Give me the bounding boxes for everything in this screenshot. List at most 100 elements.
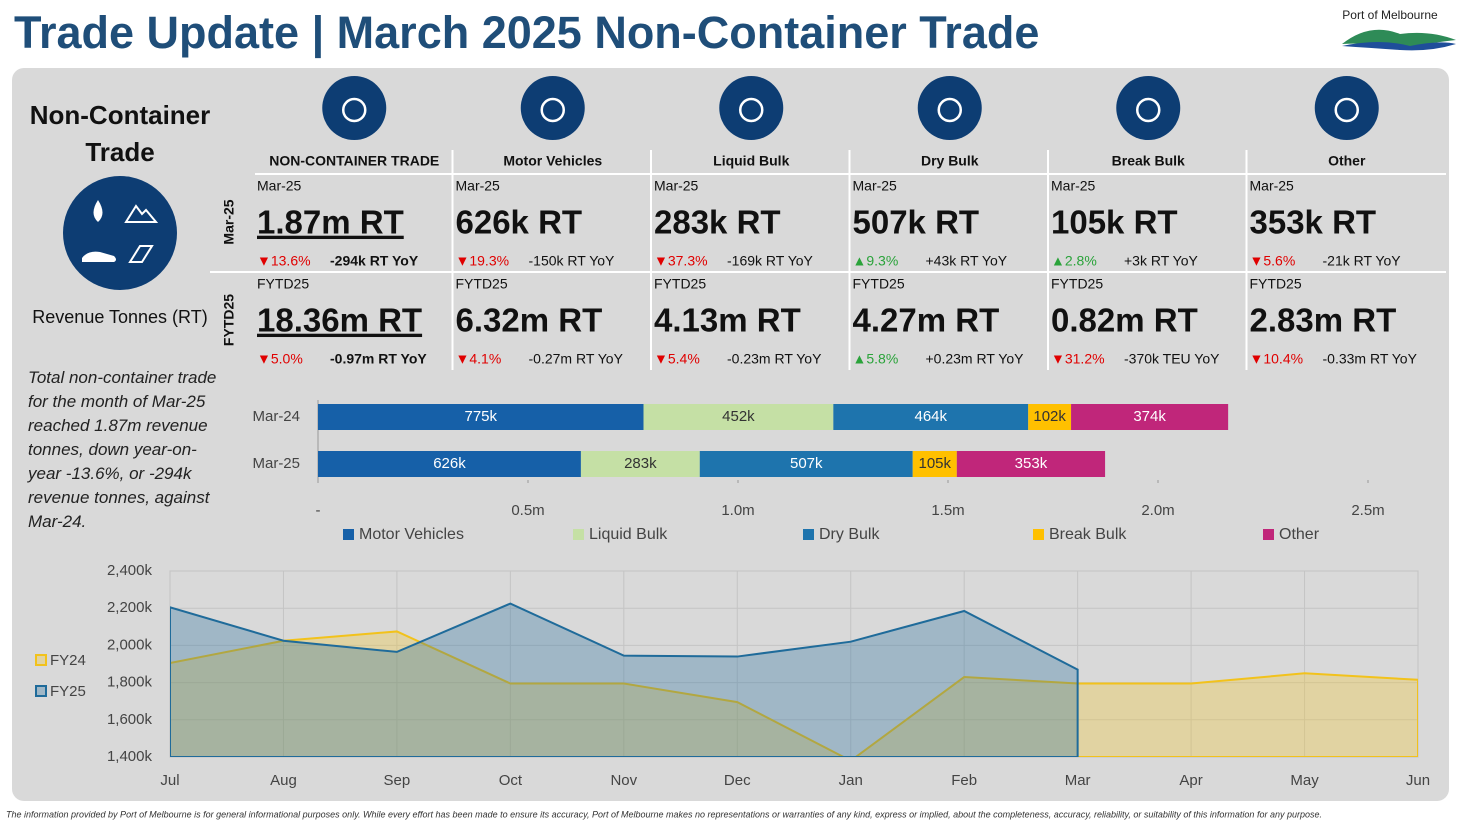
kpi-period: FYTD25: [654, 276, 706, 292]
kpi-change: ▲2.8%: [1051, 253, 1097, 269]
kpi-icon: [917, 76, 982, 140]
legend-swatch: [1263, 529, 1274, 540]
logo-text: Port of Melbourne: [1342, 8, 1438, 22]
x-tick-label: Oct: [499, 772, 523, 789]
x-tick-label: Jun: [1406, 772, 1430, 789]
legend-swatch: [35, 654, 47, 666]
kpi-delta: -370k TEU YoY: [1124, 351, 1220, 367]
kpi-icon: [1116, 76, 1181, 140]
data-label: 353k: [1015, 455, 1048, 472]
kpi-name: Dry Bulk: [921, 153, 979, 169]
kpi-value: 1.87m RT: [257, 204, 404, 241]
legend-swatch: [573, 529, 584, 540]
kpi-delta: -169k RT YoY: [727, 253, 814, 269]
kpi-delta: +3k RT YoY: [1124, 253, 1198, 269]
plot: [170, 602, 1418, 757]
kpi-period: FYTD25: [1250, 276, 1302, 292]
data-label: 452k: [722, 408, 755, 425]
kpi-change: ▼19.3%: [456, 253, 510, 269]
kpi-value: 2.83m RT: [1250, 302, 1397, 339]
kpi-change: ▲9.3%: [853, 253, 899, 269]
kpi-value: 626k RT: [456, 204, 583, 241]
kpi-change: ▼5.4%: [654, 351, 700, 367]
kpi-change: ▼4.1%: [456, 351, 502, 367]
kpi-period: Mar-25: [257, 178, 302, 194]
bar-segment: [318, 451, 581, 477]
kpi-delta: -0.97m RT YoY: [330, 351, 427, 367]
kpi-value: 4.27m RT: [853, 302, 1000, 339]
sidebar-title-line: Non-Container: [30, 100, 211, 130]
legend-label: FY24: [50, 652, 86, 669]
kpi-name: Other: [1328, 153, 1366, 169]
kpi-period: Mar-25: [654, 178, 699, 194]
bar-segment: [580, 451, 700, 477]
kpi-delta: -0.33m RT YoY: [1323, 351, 1418, 367]
kpi-name: Break Bulk: [1112, 153, 1185, 169]
kpi-period: Mar-25: [853, 178, 898, 194]
x-tick-label: Apr: [1179, 772, 1202, 789]
legend-label: Motor Vehicles: [359, 526, 464, 543]
legend-label: Break Bulk: [1049, 526, 1127, 543]
kpi-value: 0.82m RT: [1051, 302, 1198, 339]
legend-swatch: [1033, 529, 1044, 540]
legend-swatch: [803, 529, 814, 540]
kpi-change: ▼10.4%: [1250, 351, 1304, 367]
row-label: FYTD25: [221, 294, 237, 346]
icon-pile: [124, 204, 159, 223]
data-label: 102k: [1033, 408, 1066, 425]
data-label: 283k: [624, 455, 657, 472]
bar-segment: [699, 451, 913, 477]
kpi-icon: [322, 76, 387, 140]
kpi-period: FYTD25: [1051, 276, 1103, 292]
legend-label: Liquid Bulk: [589, 526, 668, 543]
kpi-delta: -21k RT YoY: [1323, 253, 1402, 269]
bar-segment: [833, 404, 1029, 430]
area: [170, 630, 1418, 757]
bar-segment: [912, 451, 957, 477]
kpi-icon: [520, 76, 585, 140]
legend-swatch: [343, 529, 354, 540]
y-tick-label: Mar-24: [252, 408, 300, 425]
bar-segment: [643, 404, 834, 430]
bar-segment: [1028, 404, 1072, 430]
kpi-delta: +43k RT YoY: [926, 253, 1008, 269]
kpi-change: ▲5.8%: [853, 351, 899, 367]
kpi-delta: -294k RT YoY: [330, 253, 419, 269]
y-tick-label: 1,400k: [107, 748, 153, 765]
icon-drop: [93, 200, 103, 222]
x-tick-label: Jan: [839, 772, 863, 789]
page-title: Trade Update | March 2025 Non-Container …: [14, 7, 1039, 59]
data-label: 507k: [790, 455, 823, 472]
kpi-change: ▼5.6%: [1250, 253, 1296, 269]
x-tick-label: 2.0m: [1141, 502, 1174, 519]
data-label: 105k: [919, 455, 952, 472]
legend-label: Other: [1279, 526, 1320, 543]
kpi-value: 18.36m RT: [257, 302, 422, 339]
y-tick-label: 2,200k: [107, 599, 153, 616]
sidebar-unit: Revenue Tonnes (RT): [32, 307, 207, 327]
footer: The information provided by Port of Melb…: [6, 809, 1322, 819]
data-label: 374k: [1133, 408, 1166, 425]
sidebar-title-line: Trade: [85, 137, 154, 167]
sidebar-icon: [63, 176, 177, 290]
x-tick-label: 1.5m: [931, 502, 964, 519]
y-tick-label: 2,000k: [107, 636, 153, 653]
kpi-period: Mar-25: [1051, 178, 1096, 194]
kpi-value: 507k RT: [853, 204, 980, 241]
row-label: Mar-25: [221, 199, 237, 244]
panel: [12, 68, 1449, 801]
x-tick-label: 2.5m: [1351, 502, 1384, 519]
kpi-period: Mar-25: [1250, 178, 1295, 194]
icon-car: [82, 251, 116, 262]
kpi-icon-glyph: [1136, 97, 1161, 123]
kpi-change: ▼5.0%: [257, 351, 303, 367]
x-tick-label: 1.0m: [721, 502, 754, 519]
kpi-change: ▼13.6%: [257, 253, 311, 269]
kpi-period: FYTD25: [853, 276, 905, 292]
kpi-icon-glyph: [342, 97, 367, 123]
kpi-icon-glyph: [540, 97, 565, 123]
kpi-delta: -150k RT YoY: [529, 253, 616, 269]
kpi-delta: -0.23m RT YoY: [727, 351, 822, 367]
x-tick-label: Dec: [724, 772, 751, 789]
